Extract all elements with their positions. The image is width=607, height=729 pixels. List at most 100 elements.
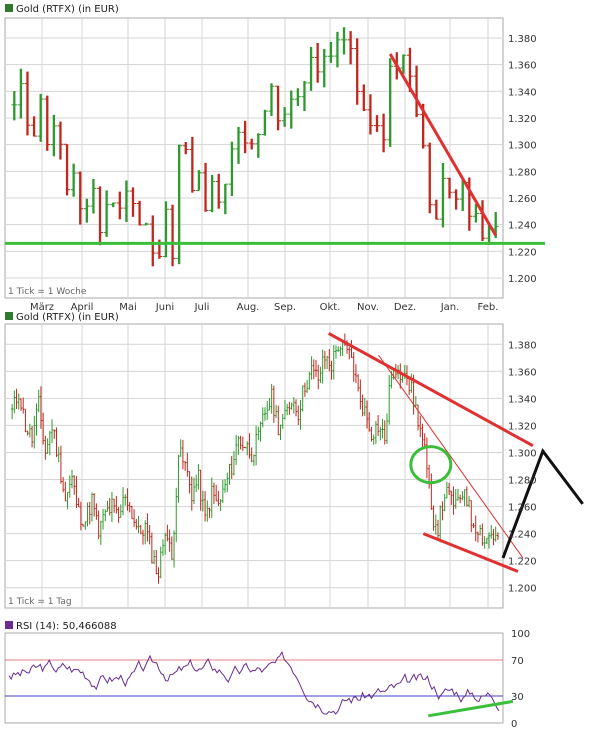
y-tick-label: 1.300: [508, 448, 537, 459]
ohlc-bar: [11, 91, 18, 121]
ohlc-bar: [419, 415, 422, 437]
ohlc-bar: [275, 404, 278, 419]
ohlc-bar: [184, 461, 187, 471]
ohlc-bar: [472, 203, 479, 223]
ohlc-bar: [359, 379, 362, 410]
ohlc-bar: [235, 434, 238, 466]
ohlc-bar: [143, 222, 150, 226]
ohlc-bar: [77, 497, 80, 508]
rsi-series: [8, 650, 500, 715]
ohlc-bar: [232, 451, 235, 476]
ohlc-bar: [261, 109, 268, 136]
ohlc-bar: [163, 201, 169, 258]
y-tick-label: 1.340: [508, 394, 537, 405]
ohlc-bar: [182, 142, 189, 155]
ohlc-bar: [363, 397, 366, 416]
weekly-plot-frame: [4, 17, 504, 299]
ohlc-bar: [115, 495, 118, 514]
ohlc-bar: [288, 90, 295, 129]
ohlc-bar: [95, 503, 98, 520]
ohlc-bar: [266, 401, 269, 420]
ohlc-bar: [106, 500, 109, 512]
ohlc-bar: [139, 524, 142, 535]
ohlc-bar: [445, 481, 448, 499]
ohlc-bar: [290, 402, 293, 410]
ohlc-bar: [479, 524, 482, 536]
ohlc-bar: [399, 363, 402, 389]
ohlc-bar: [413, 65, 420, 118]
ohlc-bar: [383, 420, 386, 445]
ohlc-bar: [334, 31, 341, 68]
ohlc-bar: [179, 439, 182, 457]
ohlc-bar: [31, 116, 38, 137]
ohlc-bar: [259, 421, 262, 442]
ohlc-bar: [463, 489, 466, 507]
ohlc-bar: [250, 447, 253, 463]
ohlc-bar: [488, 532, 491, 549]
y-tick-label: 1.340: [508, 87, 537, 98]
ohlc-bar: [334, 345, 337, 359]
ohlc-bar: [350, 339, 353, 358]
ohlc-bar: [150, 532, 153, 564]
ohlc-bar: [144, 520, 147, 545]
y-tick-label: 0: [511, 719, 517, 729]
ohlc-bar: [155, 550, 158, 575]
x-tick-label: Jan.: [440, 302, 460, 313]
projected-path: [501, 448, 584, 559]
ohlc-bar: [77, 171, 84, 225]
ohlc-bar: [153, 549, 156, 565]
ohlc-bar: [212, 482, 215, 504]
ohlc-bar: [130, 187, 136, 217]
weekly-y-ticks: 1.200 1.220 1.240 1.260 1.280 1.300 1.320 1.340…: [508, 34, 537, 285]
ohlc-bar: [215, 484, 218, 502]
ohlc-bar: [97, 510, 100, 540]
ohlc-bar: [70, 163, 77, 197]
ohlc-bar: [197, 464, 200, 490]
rsi-annotations: [428, 699, 514, 718]
ohlc-bar: [110, 202, 117, 208]
ohlc-bar: [97, 186, 103, 246]
x-tick-label: Juli: [194, 302, 210, 313]
ohlc-bar: [103, 190, 110, 237]
ohlc-bar: [221, 479, 224, 503]
y-tick-label: 1.280: [508, 167, 537, 178]
ohlc-bar: [461, 491, 464, 501]
weekly-annotations: [5, 53, 545, 245]
ohlc-bar: [388, 375, 391, 425]
ohlc-bar: [59, 445, 62, 484]
ohlc-bar: [228, 463, 231, 485]
ohlc-bar: [275, 85, 282, 131]
daily-chart-title: Gold (RTFX) (in EUR): [16, 312, 119, 323]
ohlc-bar: [425, 437, 428, 479]
ohlc-bar: [332, 345, 335, 380]
ohlc-bar: [90, 492, 93, 522]
weekly-tick-note: 1 Tick = 1 Woche: [8, 287, 87, 297]
ohlc-bar: [246, 441, 249, 456]
ohlc-bar: [113, 498, 116, 513]
ohlc-bar: [310, 356, 313, 380]
ohlc-bar: [268, 83, 275, 116]
ohlc-bar: [159, 546, 162, 579]
ohlc-bar: [181, 439, 184, 470]
ohlc-bar: [186, 452, 189, 477]
ohlc-bar: [126, 488, 129, 511]
ohlc-bar: [175, 487, 178, 543]
ohlc-bar: [117, 506, 120, 523]
y-tick-label: 1.320: [508, 421, 537, 432]
y-tick-label: 1.360: [508, 367, 537, 378]
ohlc-bar: [248, 138, 255, 150]
ohlc-bar: [472, 522, 475, 529]
ohlc-bar: [374, 115, 380, 132]
ohlc-bar: [166, 524, 169, 542]
ohlc-bar: [169, 204, 176, 267]
ohlc-bar: [323, 350, 326, 370]
series-swatch: [5, 4, 13, 12]
ohlc-bar: [228, 141, 235, 196]
ohlc-bar: [423, 433, 426, 448]
ohlc-bar: [446, 177, 453, 199]
x-tick-label: Dez.: [394, 302, 416, 313]
ohlc-bar: [421, 423, 424, 447]
ohlc-bar: [136, 200, 143, 226]
ohlc-bar: [201, 490, 204, 512]
